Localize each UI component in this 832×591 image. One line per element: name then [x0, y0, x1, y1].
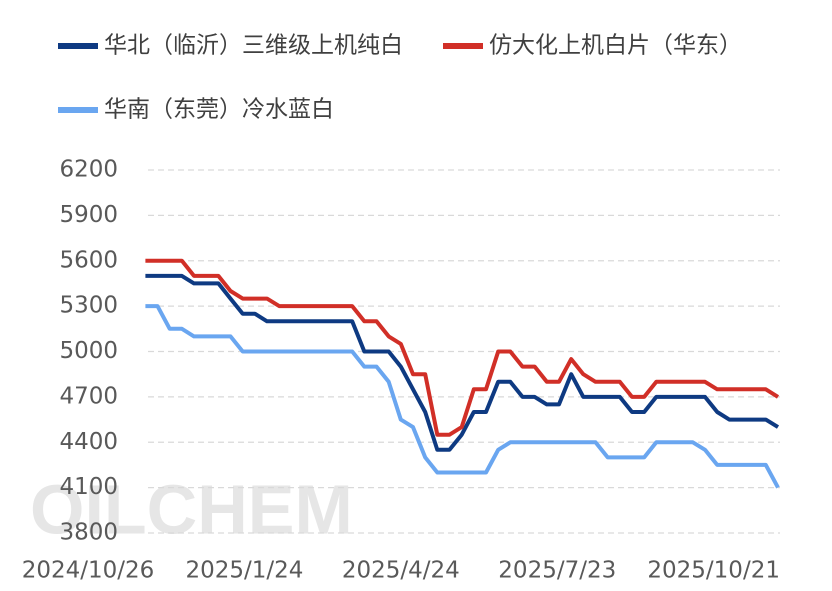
- y-tick-label: 4400: [59, 429, 118, 455]
- y-tick-label: 3800: [59, 520, 118, 546]
- x-tick-label: 2025/10/21: [647, 558, 780, 584]
- y-tick-label: 4700: [59, 383, 118, 409]
- y-tick-label: 5000: [59, 338, 118, 364]
- x-tick-label: 2025/7/23: [498, 558, 616, 584]
- x-tick-label: 2025/1/24: [185, 558, 303, 584]
- series-line: [145, 258, 780, 437]
- watermark: OILCHEM: [30, 470, 353, 548]
- legend-label: 仿大化上机白片（华东）: [489, 33, 742, 59]
- y-tick-label: 6200: [59, 157, 118, 183]
- y-tick-label: 5900: [59, 202, 118, 228]
- series-line: [145, 304, 780, 489]
- y-tick-label: 5300: [59, 293, 118, 319]
- legend-label: 华南（东莞）冷水蓝白: [104, 97, 334, 123]
- y-tick-label: 4100: [59, 474, 118, 500]
- legend-label: 华北（临沂）三维级上机纯白: [104, 33, 403, 59]
- x-tick-label: 2024/10/26: [22, 558, 155, 584]
- series-line: [145, 273, 780, 452]
- y-tick-label: 5600: [59, 247, 118, 273]
- x-tick-label: 2025/4/24: [342, 558, 460, 584]
